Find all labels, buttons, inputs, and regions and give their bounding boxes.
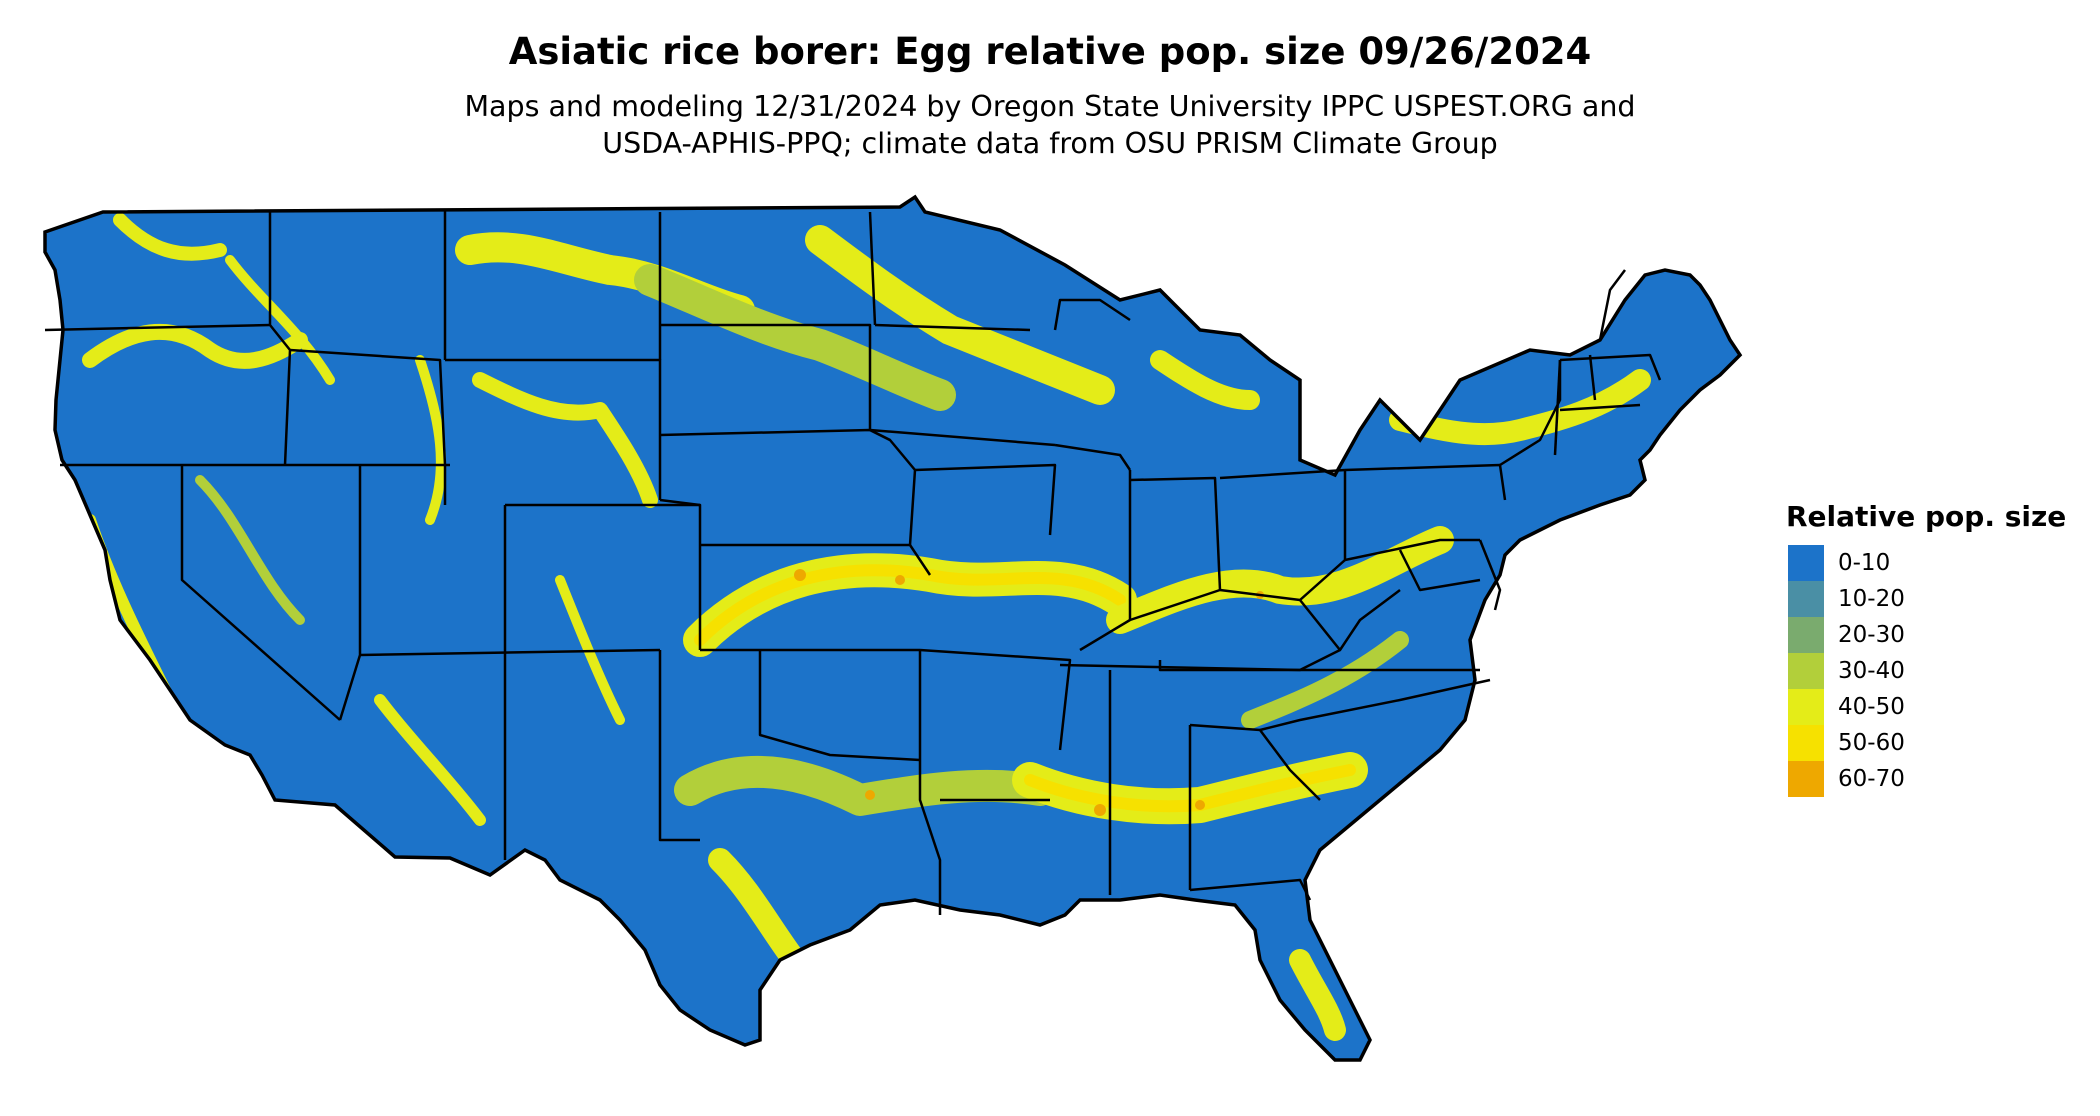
legend-swatch xyxy=(1788,617,1824,653)
population-raster xyxy=(45,197,1740,1060)
band-oregon xyxy=(82,323,308,369)
legend-swatch xyxy=(1788,689,1824,725)
band-minnesota-wisconsin xyxy=(805,225,1115,405)
band-arizona xyxy=(374,694,486,826)
legend-item: 40-50 xyxy=(1786,689,2066,725)
legend-item: 0-10 xyxy=(1786,545,2066,581)
legend-label: 50-60 xyxy=(1838,730,1905,756)
map-subtitle-line-2: USDA-APHIS-PPQ; climate data from OSU PR… xyxy=(602,127,1498,160)
map-title: Asiatic rice borer: Egg relative pop. si… xyxy=(508,30,1592,73)
map-subtitle-line-1: Maps and modeling 12/31/2024 by Oregon S… xyxy=(464,90,1636,123)
legend-item: 30-40 xyxy=(1786,653,2066,689)
legend-label: 10-20 xyxy=(1838,586,1905,612)
band-ohio-valley xyxy=(1106,526,1454,634)
legend-label: 60-70 xyxy=(1838,766,1905,792)
us-map xyxy=(43,195,1742,1062)
legend-item: 20-30 xyxy=(1786,617,2066,653)
legend-swatch xyxy=(1788,653,1824,689)
band-new-york-new-england xyxy=(1389,369,1651,446)
band-dakotas xyxy=(634,264,956,411)
map-legend: Relative pop. size 0-10 10-20 20-30 30-4… xyxy=(1786,500,2066,797)
band-wyoming xyxy=(472,372,658,508)
legend-swatch xyxy=(1788,761,1824,797)
hotspots xyxy=(794,569,1264,816)
band-nevada xyxy=(195,475,305,625)
band-appalachian xyxy=(1241,631,1409,729)
legend-label: 20-30 xyxy=(1838,622,1905,648)
band-florida xyxy=(1289,949,1346,1041)
legend-swatch xyxy=(1788,725,1824,761)
band-idaho xyxy=(225,255,335,385)
legend-title: Relative pop. size xyxy=(1786,500,2067,533)
legend-item: 60-70 xyxy=(1786,761,2066,797)
state-boundaries xyxy=(44,210,1662,915)
legend-item: 50-60 xyxy=(1786,725,2066,761)
band-oklahoma-arkansas xyxy=(674,755,1056,816)
legend-swatch xyxy=(1788,545,1824,581)
band-washington xyxy=(113,213,227,261)
band-michigan xyxy=(1150,350,1260,410)
band-colorado-new-mexico xyxy=(555,575,625,725)
legend-label: 0-10 xyxy=(1838,550,1891,576)
legend-label: 40-50 xyxy=(1838,694,1905,720)
band-utah xyxy=(415,355,446,525)
legend-swatch xyxy=(1788,581,1824,617)
legend-item: 10-20 xyxy=(1786,581,2066,617)
legend-label: 30-40 xyxy=(1838,658,1905,684)
